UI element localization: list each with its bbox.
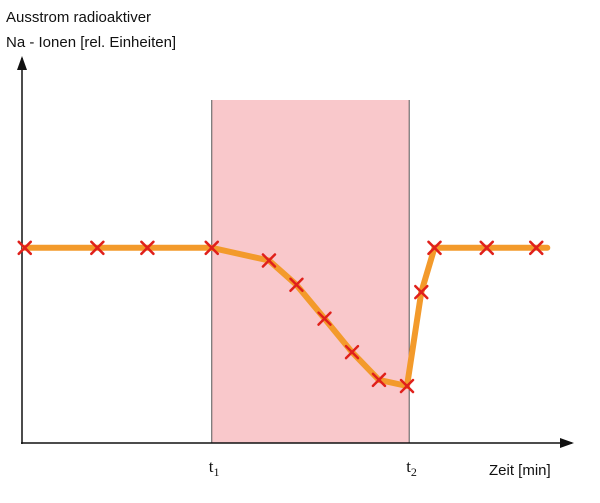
- data-point-marker: [90, 240, 105, 256]
- data-point-marker: [479, 240, 494, 256]
- data-point-marker: [204, 240, 219, 256]
- data-point-marker: [140, 240, 155, 256]
- data-point-marker: [371, 372, 387, 388]
- x-ticks: t1 t2: [209, 457, 417, 479]
- y-axis-label-line-2: Na - Ionen [rel. Einheiten]: [6, 34, 176, 51]
- x-axis-label: Zeit [min]: [489, 462, 551, 479]
- data-point-marker: [344, 344, 360, 360]
- x-tick-label-1: t1: [209, 457, 220, 479]
- shaded-region: [211, 100, 410, 443]
- data-point-marker: [317, 311, 332, 326]
- series-markers: [17, 240, 544, 394]
- x-tick-label-2: t2: [406, 457, 417, 479]
- data-point-marker: [289, 277, 304, 293]
- data-point-marker: [17, 240, 32, 256]
- data-point-marker: [529, 240, 544, 256]
- data-point-marker: [261, 253, 277, 268]
- data-point-marker: [427, 240, 442, 256]
- y-axis-label-line-1: Ausstrom radioaktiver: [6, 9, 151, 26]
- data-point-marker: [399, 378, 415, 394]
- data-point-marker: [414, 284, 429, 300]
